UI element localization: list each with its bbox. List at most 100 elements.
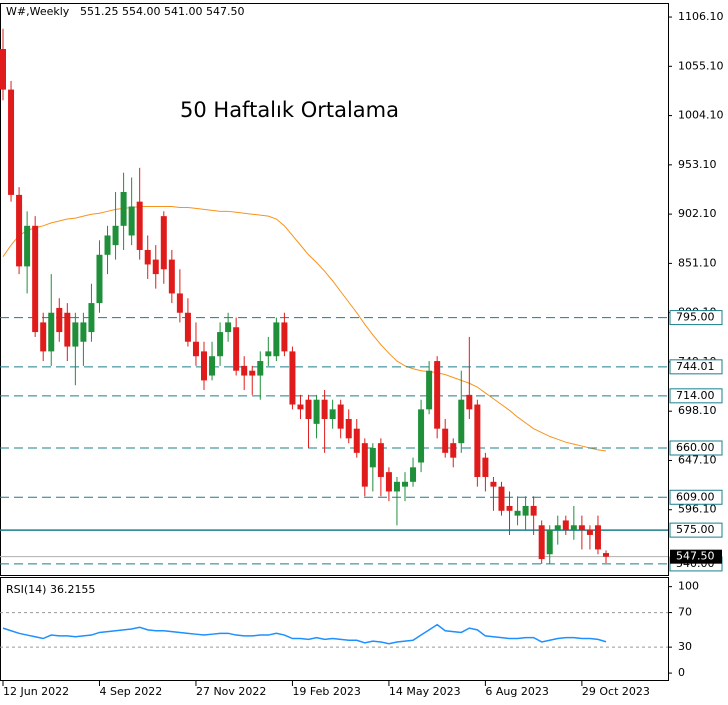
y-tick-label: 647.10	[678, 453, 717, 466]
candle-body	[530, 505, 537, 516]
level-label: 714.00	[676, 389, 715, 402]
candle-body	[466, 394, 473, 410]
candle-body	[474, 404, 481, 477]
candle-body	[32, 225, 39, 333]
candle-body	[490, 481, 497, 487]
candle-body	[538, 525, 545, 560]
y-tick-label: 902.10	[678, 207, 717, 220]
y-tick-label: 0	[678, 666, 685, 679]
annotation: 50 Haftalık Ortalama	[180, 98, 399, 122]
candle-body	[498, 486, 505, 511]
price-panel	[0, 3, 669, 576]
level-label-box	[669, 440, 723, 456]
candle-body	[209, 356, 216, 376]
candle-body	[56, 307, 63, 333]
candle-body	[96, 254, 103, 304]
candle-body	[410, 467, 417, 482]
candle-body	[594, 525, 601, 550]
candle-body	[434, 361, 441, 429]
candle-body	[249, 370, 256, 376]
symbol-timeframe: W#,Weekly	[6, 5, 70, 18]
level-label-box	[669, 359, 723, 375]
candle-body	[402, 481, 408, 487]
candle-body	[305, 399, 312, 420]
moving-average	[2, 205, 607, 452]
candle-body	[554, 525, 561, 531]
candle-body	[522, 505, 529, 516]
candle-body	[506, 505, 513, 511]
rsi-title: RSI(14) 36.2155	[6, 583, 95, 596]
x-tick-label: 29 Oct 2023	[582, 685, 650, 698]
candle-body	[104, 235, 111, 255]
candle-body	[450, 443, 457, 458]
candle-body	[562, 520, 569, 531]
candle-body	[546, 530, 553, 555]
candle-body	[72, 322, 79, 347]
y-tick-label: 70	[678, 606, 692, 619]
rsi-panel	[0, 577, 669, 681]
level-label: 744.01	[676, 360, 715, 373]
candle-body	[321, 399, 328, 420]
candle-body	[160, 216, 167, 270]
candle-body	[40, 322, 47, 352]
candle-body	[369, 447, 376, 468]
candle-body	[570, 525, 577, 531]
candle-body	[377, 443, 384, 477]
candle-body	[353, 428, 360, 453]
level-label-box	[669, 489, 723, 505]
y-tick-label: 851.10	[678, 256, 717, 269]
candle-body	[426, 370, 433, 410]
candle-body	[281, 322, 288, 352]
candle-body	[233, 327, 240, 371]
candle-body	[273, 322, 280, 357]
y-tick-label: 1106.10	[678, 10, 724, 23]
candle-body	[144, 249, 151, 265]
candle-body	[64, 312, 71, 347]
level-label: 609.00	[676, 490, 715, 503]
candle-body	[297, 404, 304, 410]
x-tick-label: 19 Feb 2023	[292, 685, 360, 698]
candle-body	[16, 194, 23, 267]
candle-body	[112, 225, 119, 246]
candle-body	[361, 443, 368, 487]
candle-body	[265, 351, 272, 357]
candle-body	[136, 201, 143, 250]
y-tick-label: 698.10	[678, 404, 717, 417]
candle-body	[128, 206, 135, 236]
x-tick-label: 4 Sep 2022	[99, 685, 162, 698]
y-tick-label: 1055.10	[678, 59, 724, 72]
candle-body	[120, 191, 127, 226]
level-label-box	[669, 522, 723, 538]
candle-body	[458, 399, 465, 444]
candle-body	[241, 365, 248, 376]
x-tick-label: 27 Nov 2022	[196, 685, 266, 698]
candle-body	[201, 351, 207, 381]
candle-body	[225, 322, 232, 333]
y-tick-label: 596.10	[678, 503, 717, 516]
candle-body	[48, 312, 55, 352]
last-price-box	[670, 549, 722, 564]
candle-body	[257, 361, 264, 376]
candle-body	[586, 530, 593, 535]
ohlc-text: 551.25 554.00 541.00 547.50	[80, 5, 244, 18]
candle-body	[603, 553, 609, 557]
candle-body	[329, 409, 336, 420]
candle-body	[289, 351, 296, 405]
rsi-line	[2, 623, 607, 645]
x-tick-label: 14 May 2023	[389, 685, 461, 698]
candle-body	[8, 89, 15, 195]
candle-body	[192, 341, 199, 357]
level-label-box	[669, 310, 723, 326]
last-price-label: 547.50	[676, 550, 715, 563]
candle-body	[345, 419, 352, 439]
candle-body	[578, 525, 585, 531]
candle-body	[152, 259, 159, 275]
candle-body	[385, 472, 392, 492]
level-label: 660.00	[676, 441, 715, 454]
candle-body	[337, 404, 344, 429]
candle-body	[24, 225, 31, 267]
candle-body	[80, 322, 87, 342]
candle-body	[217, 332, 224, 357]
